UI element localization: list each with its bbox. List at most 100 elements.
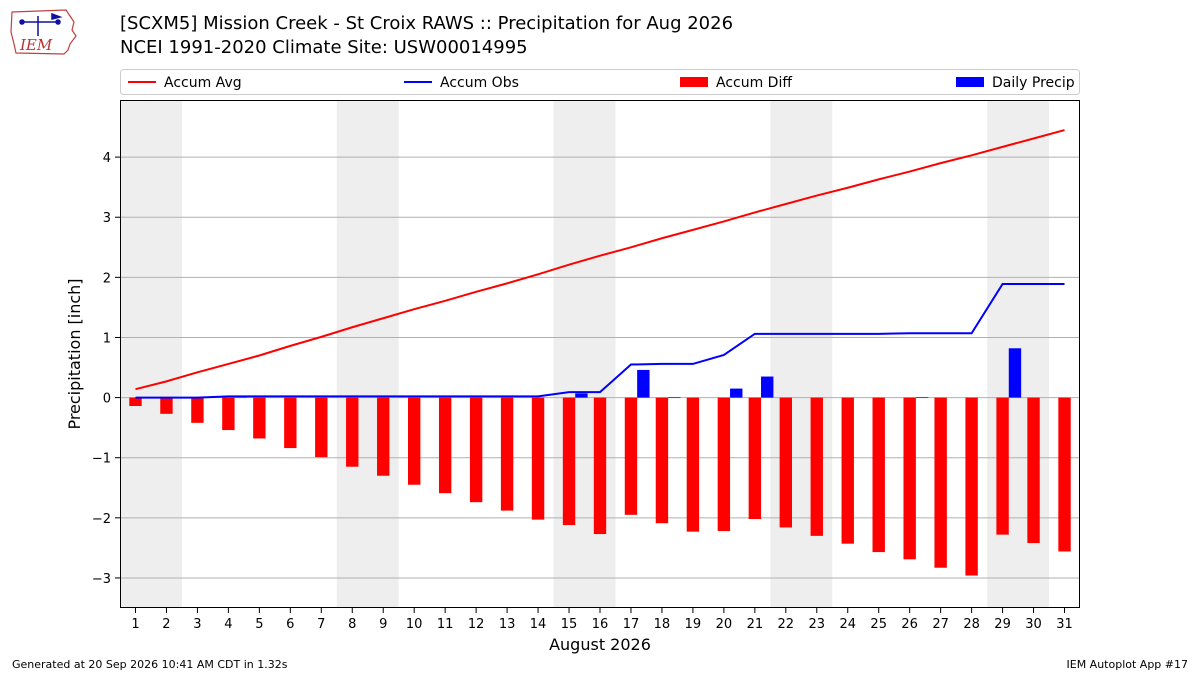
y-tick-label: −3 <box>92 572 111 587</box>
x-tick-label: 29 <box>994 617 1011 632</box>
accum-diff-bar <box>191 397 204 423</box>
x-tick-label: 28 <box>963 617 980 632</box>
x-tick-label: 27 <box>932 617 949 632</box>
plot-frame <box>120 100 1080 608</box>
x-tick-label: 25 <box>870 617 887 632</box>
x-tick-label: 5 <box>255 617 263 632</box>
accum-diff-bar <box>253 397 266 439</box>
y-axis-label: Precipitation [inch] <box>65 278 84 429</box>
x-tick-label: 15 <box>561 617 578 632</box>
iem-logo[interactable]: IEM <box>8 6 80 58</box>
accum-diff-bar <box>872 397 885 553</box>
x-tick-label: 17 <box>623 617 640 632</box>
accum-diff-bar <box>965 397 978 576</box>
accum-diff-bar <box>284 397 297 449</box>
accum-diff-bar <box>1058 397 1071 552</box>
x-tick-label: 11 <box>437 617 454 632</box>
daily-precip-bar <box>915 396 929 398</box>
daily-precip-bar <box>637 369 650 398</box>
accum-diff-bar <box>222 397 235 431</box>
accum-diff-bar <box>934 397 947 568</box>
chart-subtitle: NCEI 1991-2020 Climate Site: USW00014995 <box>120 37 528 58</box>
accum-diff-bar <box>129 397 142 407</box>
x-tick-label: 19 <box>685 617 702 632</box>
accum-diff-bar <box>686 397 700 532</box>
accum-avg-line <box>135 129 1065 391</box>
logo-text: IEM <box>19 36 53 54</box>
x-tick-label: 18 <box>654 617 671 632</box>
x-tick-label: 8 <box>348 617 356 632</box>
accum-diff-bar <box>655 397 669 524</box>
x-tick-label: 14 <box>530 617 547 632</box>
x-tick-label: 6 <box>286 617 294 632</box>
accum-diff-bar <box>779 397 792 528</box>
weekend-shade <box>336 100 399 608</box>
x-tick-label: 31 <box>1056 617 1073 632</box>
accum-diff-bar <box>748 397 762 520</box>
x-axis-label: August 2026 <box>549 635 651 654</box>
x-tick-label: 9 <box>379 617 387 632</box>
x-tick-label: 30 <box>1025 617 1042 632</box>
daily-precip-bar <box>668 396 681 398</box>
x-tick-label: 7 <box>317 617 325 632</box>
y-tick-label: −1 <box>92 452 111 467</box>
daily-precip-bar <box>575 393 588 398</box>
x-tick-label: 23 <box>809 617 826 632</box>
legend-label: Accum Avg <box>164 75 242 91</box>
accum-diff-bar <box>841 397 854 544</box>
footer-app: IEM Autoplot App #17 <box>1066 658 1189 671</box>
x-tick-label: 13 <box>499 617 516 632</box>
y-tick-label: 1 <box>103 331 111 346</box>
grid-lines <box>120 156 1080 579</box>
daily-precip-bar <box>761 376 774 398</box>
legend-box <box>120 69 1080 95</box>
x-tick-label: 3 <box>193 617 201 632</box>
accum-diff-bar <box>1027 397 1040 544</box>
weekend-shade <box>987 100 1050 608</box>
legend-label: Accum Obs <box>440 75 519 91</box>
weather-station-icon <box>19 12 63 36</box>
x-tick-label: 4 <box>224 617 232 632</box>
legend: Accum Avg Accum Obs Accum Diff Daily Precip <box>120 69 1080 95</box>
accum-diff-bar <box>438 397 452 494</box>
accum-diff-bar <box>469 397 483 503</box>
x-tick-label: 2 <box>162 617 170 632</box>
accum-diff-bar <box>903 397 916 560</box>
x-tick-label: 24 <box>839 617 856 632</box>
legend-label: Daily Precip <box>992 75 1075 91</box>
daily-precip-bar <box>234 396 247 398</box>
daily-precip-bar <box>730 388 743 398</box>
accum-obs-line <box>135 282 1065 399</box>
x-tick-label: 21 <box>747 617 764 632</box>
accum-diff-bar <box>408 397 421 485</box>
lines <box>135 129 1065 399</box>
legend-bar-swatch <box>680 77 708 87</box>
accum-diff-bar <box>377 397 390 476</box>
accum-diff-bar <box>315 397 328 458</box>
weekend-shade <box>770 100 833 608</box>
x-tick-label: 16 <box>592 617 609 632</box>
chart-title: [SCXM5] Mission Creek - St Croix RAWS ::… <box>120 13 734 34</box>
accum-diff-bar <box>160 397 173 414</box>
daily-precip-bar <box>1008 348 1022 398</box>
accum-diff-bar <box>531 397 545 520</box>
accum-diff-bar <box>346 397 359 467</box>
footer-generated: Generated at 20 Sep 2026 10:41 AM CDT in… <box>12 658 288 671</box>
y-tick-label: −2 <box>92 512 111 527</box>
legend-bar-swatch <box>956 77 984 87</box>
accum-diff-bar <box>996 397 1009 535</box>
x-tick-label: 22 <box>778 617 795 632</box>
accum-diff-bar <box>562 397 576 526</box>
weekend-shade <box>120 100 182 608</box>
accum-diff-bar <box>717 397 731 532</box>
x-tick-label: 12 <box>468 617 485 632</box>
x-tick-label: 1 <box>131 617 139 632</box>
accum-diff-bar <box>500 397 514 511</box>
y-tick-label: 4 <box>103 151 111 166</box>
weekend-shading <box>120 100 1050 608</box>
y-tick-label: 0 <box>103 392 111 407</box>
bars <box>129 348 1071 576</box>
accum-diff-bar <box>624 397 638 515</box>
